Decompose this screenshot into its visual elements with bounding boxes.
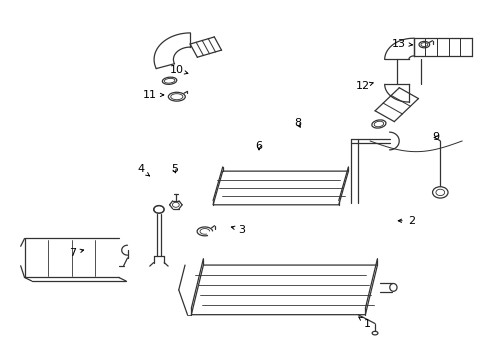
Text: 11: 11	[143, 90, 163, 100]
Text: 10: 10	[169, 65, 187, 75]
Text: 1: 1	[358, 317, 370, 329]
Text: 6: 6	[255, 141, 262, 151]
Text: 9: 9	[431, 132, 438, 143]
Text: 4: 4	[137, 165, 149, 176]
Text: 3: 3	[231, 225, 245, 235]
Text: 12: 12	[355, 81, 372, 91]
Text: 7: 7	[69, 248, 83, 258]
Text: 13: 13	[391, 39, 411, 49]
Text: 8: 8	[293, 118, 301, 128]
Text: 2: 2	[397, 216, 414, 226]
Text: 5: 5	[170, 165, 178, 174]
